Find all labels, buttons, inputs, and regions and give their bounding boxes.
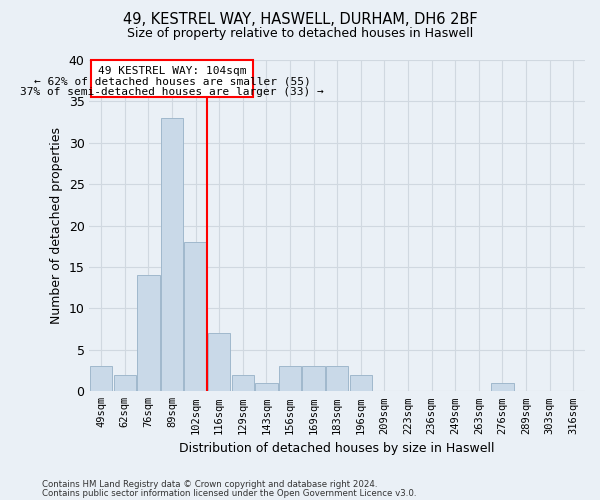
Bar bbox=[255, 383, 278, 392]
Text: Contains public sector information licensed under the Open Government Licence v3: Contains public sector information licen… bbox=[42, 488, 416, 498]
Text: Contains HM Land Registry data © Crown copyright and database right 2024.: Contains HM Land Registry data © Crown c… bbox=[42, 480, 377, 489]
Bar bbox=[113, 374, 136, 392]
FancyBboxPatch shape bbox=[91, 60, 253, 98]
Bar bbox=[90, 366, 112, 392]
Y-axis label: Number of detached properties: Number of detached properties bbox=[50, 127, 63, 324]
Bar bbox=[184, 242, 207, 392]
Bar bbox=[232, 374, 254, 392]
Bar bbox=[491, 383, 514, 392]
Bar bbox=[137, 276, 160, 392]
Bar bbox=[161, 118, 183, 392]
Text: 37% of semi-detached houses are larger (33) →: 37% of semi-detached houses are larger (… bbox=[20, 88, 324, 98]
Text: 49 KESTREL WAY: 104sqm: 49 KESTREL WAY: 104sqm bbox=[98, 66, 246, 76]
Text: 49, KESTREL WAY, HASWELL, DURHAM, DH6 2BF: 49, KESTREL WAY, HASWELL, DURHAM, DH6 2B… bbox=[122, 12, 478, 28]
Bar bbox=[350, 374, 372, 392]
Bar bbox=[302, 366, 325, 392]
Text: ← 62% of detached houses are smaller (55): ← 62% of detached houses are smaller (55… bbox=[34, 76, 310, 86]
Bar bbox=[326, 366, 349, 392]
Bar bbox=[208, 334, 230, 392]
X-axis label: Distribution of detached houses by size in Haswell: Distribution of detached houses by size … bbox=[179, 442, 495, 455]
Text: Size of property relative to detached houses in Haswell: Size of property relative to detached ho… bbox=[127, 28, 473, 40]
Bar bbox=[279, 366, 301, 392]
